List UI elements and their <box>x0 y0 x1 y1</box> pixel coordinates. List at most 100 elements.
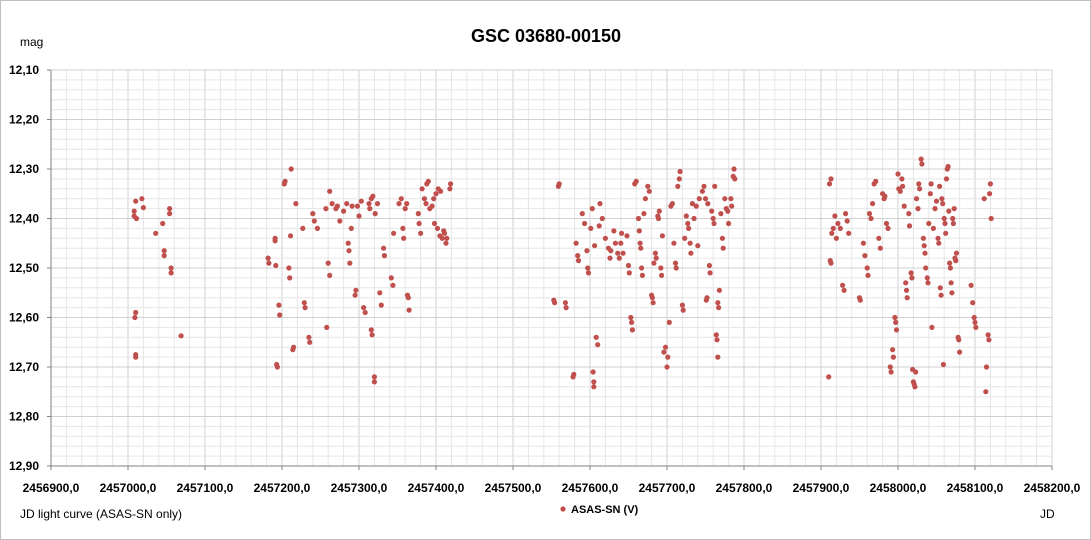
data-point <box>266 260 272 266</box>
data-point <box>986 337 992 343</box>
data-point <box>401 235 407 241</box>
data-point <box>618 240 624 246</box>
data-point <box>287 233 294 239</box>
data-point <box>925 280 931 286</box>
data-point <box>913 369 919 375</box>
data-point <box>704 295 710 301</box>
data-point <box>356 213 362 219</box>
x-tick-label: 2457500,0 <box>485 481 542 495</box>
data-point <box>917 186 923 192</box>
data-point <box>938 292 944 298</box>
data-point <box>377 290 383 296</box>
data-point <box>369 332 375 338</box>
x-tick-labels: 2456900,0 2457000,0 2457100,0 2457200,0 2457… <box>23 466 1081 495</box>
data-point <box>652 250 659 256</box>
data-point <box>133 198 139 204</box>
y-axis-label: mag <box>20 35 43 49</box>
data-point <box>611 228 617 234</box>
data-point <box>602 235 609 241</box>
data-point <box>720 245 726 251</box>
data-point <box>904 295 910 301</box>
data-point <box>588 225 594 231</box>
data-point <box>645 183 651 189</box>
data-point <box>968 282 974 288</box>
data-point <box>973 324 979 330</box>
data-point <box>877 245 883 251</box>
data-point <box>349 203 355 209</box>
data-point <box>448 181 454 187</box>
data-point <box>956 337 962 343</box>
data-point <box>168 265 174 271</box>
data-point <box>860 240 867 246</box>
data-point <box>725 208 731 214</box>
data-point <box>425 178 431 184</box>
data-point <box>900 183 906 189</box>
data-point <box>378 302 384 308</box>
data-point <box>358 198 364 204</box>
data-point <box>895 171 901 177</box>
data-point <box>589 206 595 212</box>
data-point <box>370 193 376 199</box>
data-point <box>987 191 993 197</box>
data-point <box>883 220 890 227</box>
data-point <box>868 215 874 222</box>
x-tick-label: 2457900,0 <box>793 481 850 495</box>
data-point <box>390 282 396 288</box>
data-point <box>729 203 735 209</box>
data-point <box>715 354 721 360</box>
data-point <box>828 260 834 266</box>
data-point <box>728 196 734 202</box>
data-point <box>712 183 718 189</box>
data-point <box>371 374 377 380</box>
data-point <box>367 206 373 212</box>
data-point <box>625 262 632 269</box>
data-point <box>346 248 352 254</box>
data-point <box>133 215 140 222</box>
data-point <box>629 319 635 325</box>
data-point <box>710 215 716 222</box>
y-tick-label: 12,60 <box>9 311 39 325</box>
x-tick-label: 2457300,0 <box>331 481 388 495</box>
data-point <box>915 206 921 212</box>
data-point <box>277 312 283 318</box>
data-point <box>930 225 937 231</box>
data-point <box>691 215 697 222</box>
data-point <box>920 235 927 241</box>
data-point <box>665 354 671 360</box>
data-point <box>591 384 597 390</box>
data-point <box>288 166 294 172</box>
data-point <box>908 270 914 276</box>
data-point <box>287 275 293 281</box>
y-tick-label: 12,70 <box>9 360 39 374</box>
data-point <box>662 344 669 350</box>
data-point <box>579 211 585 217</box>
data-point <box>599 215 605 222</box>
data-point <box>866 211 873 217</box>
data-point <box>702 196 709 202</box>
data-point <box>368 327 374 333</box>
data-point <box>659 272 665 278</box>
data-point <box>416 220 422 227</box>
data-point <box>686 225 692 231</box>
data-point <box>274 361 280 368</box>
data-point <box>656 208 662 214</box>
data-point <box>659 233 666 239</box>
y-tick-label: 12,90 <box>9 459 39 473</box>
data-point <box>957 349 963 355</box>
x-tick-label: 2458200,0 <box>1024 481 1081 495</box>
data-point <box>626 270 632 276</box>
data-point <box>624 233 630 239</box>
data-point <box>921 243 927 249</box>
y-tick-label: 12,10 <box>9 63 39 77</box>
data-point <box>347 260 353 266</box>
data-point <box>431 220 438 227</box>
data-point <box>178 333 184 339</box>
data-point <box>348 225 354 231</box>
data-point <box>344 201 350 207</box>
data-point <box>265 255 271 261</box>
data-point <box>160 220 166 227</box>
x-tick-label: 2457400,0 <box>408 481 465 495</box>
data-point <box>695 243 701 249</box>
data-point <box>897 188 903 194</box>
data-point <box>844 218 850 224</box>
